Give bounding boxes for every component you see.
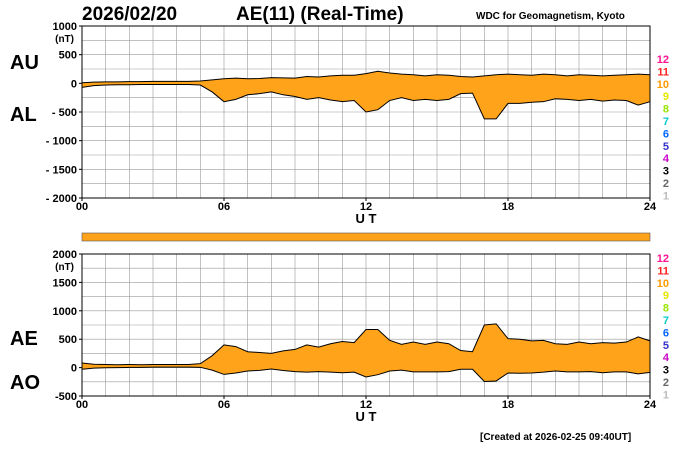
top-station-12: 12 [657,54,669,66]
ae-status-bar [81,232,651,242]
au-al-y-tick-label: 0 [71,78,77,90]
au-al-x-axis-label: U T [356,211,377,226]
bottom-station-4: 4 [663,352,670,364]
au-al-fill-area [82,71,650,119]
au-al-x-tick-label: 12 [360,201,372,213]
ae-label: AE [10,328,38,350]
top-station-6: 6 [663,128,669,140]
ae-ao-y-tick-label: 500 [59,334,77,346]
ae-ao-x-tick-label: 00 [76,399,88,411]
top-station-5: 5 [663,141,669,153]
au-al-y-tick-label: - 1000 [46,136,77,148]
bottom-station-8: 8 [663,303,669,315]
ae-ao-x-tick-label: 24 [644,399,657,411]
bottom-station-2: 2 [663,377,669,389]
top-station-11: 11 [657,66,669,78]
au-al-x-tick-label: 18 [502,201,514,213]
bottom-station-11: 11 [657,265,669,277]
bottom-station-3: 3 [663,365,669,377]
au-al-y-tick-label: - 2000 [46,193,77,205]
top-station-8: 8 [663,104,669,116]
chart-date: 2026/02/20 [82,4,178,25]
au-al-panel: 1000 500 0 - 500 - 1000 - 1500 - 2000 (nT) 00 06 1… [46,21,657,226]
ae-ao-ao-line [81,366,651,383]
top-station-10: 10 [657,79,669,91]
ae-ao-y-tick-label: -500 [55,391,77,403]
au-al-y-tick-label: 500 [59,50,77,62]
bottom-station-12: 12 [657,253,669,265]
top-station-1: 1 [663,190,669,202]
ae-ao-y-tick-label: 0 [71,363,77,375]
bottom-station-9: 9 [663,290,669,302]
bottom-station-6: 6 [663,327,669,339]
chart-title: AE(11) (Real-Time) [236,4,404,25]
ae-ao-ae-line [81,323,651,366]
ae-ao-y-tick-label: 1000 [53,306,77,318]
au-al-x-tick-label: 00 [76,201,88,213]
top-station-3: 3 [663,166,669,178]
ae-ao-x-axis-label: U T [356,409,377,424]
ao-label: AO [10,372,40,394]
au-al-al-line [81,83,651,120]
bottom-station-1: 1 [663,389,669,401]
ae-ao-y-tick-label: 1500 [53,277,77,289]
au-al-y-tick-label: 1000 [53,21,77,33]
ae-ao-x-tick-label: 12 [360,399,372,411]
au-al-x-tick-label: 24 [644,201,657,213]
top-station-2: 2 [663,178,669,190]
al-label: AL [10,104,37,126]
top-station-7: 7 [663,116,669,128]
ae-ao-x-tick-label: 06 [218,399,230,411]
au-al-unit-label: (nT) [55,34,74,45]
au-label: AU [10,52,39,74]
au-al-y-tick-label: - 1500 [46,164,77,176]
au-al-x-tick-label: 06 [218,201,230,213]
data-source: WDC for Geomagnetism, Kyoto [476,11,625,22]
au-al-y-tick-label: - 500 [52,107,77,119]
ae-ao-y-tick-label: 2000 [53,249,77,261]
created-timestamp: [Created at 2026-02-25 09:40UT] [480,432,632,443]
ae-ao-x-tick-label: 18 [502,399,514,411]
ae-ao-unit-label: (nT) [55,262,74,273]
ae-ao-panel: 2000 1500 1000 500 0 -500 (nT) 00 06 12 18 24 U T [53,249,657,424]
au-al-au-line [81,70,651,84]
bottom-station-5: 5 [663,340,669,352]
top-station-4: 4 [663,153,670,165]
bottom-station-7: 7 [663,315,669,327]
ae-ao-fill-area [82,323,650,382]
top-station-9: 9 [663,91,669,103]
bottom-station-10: 10 [657,278,669,290]
